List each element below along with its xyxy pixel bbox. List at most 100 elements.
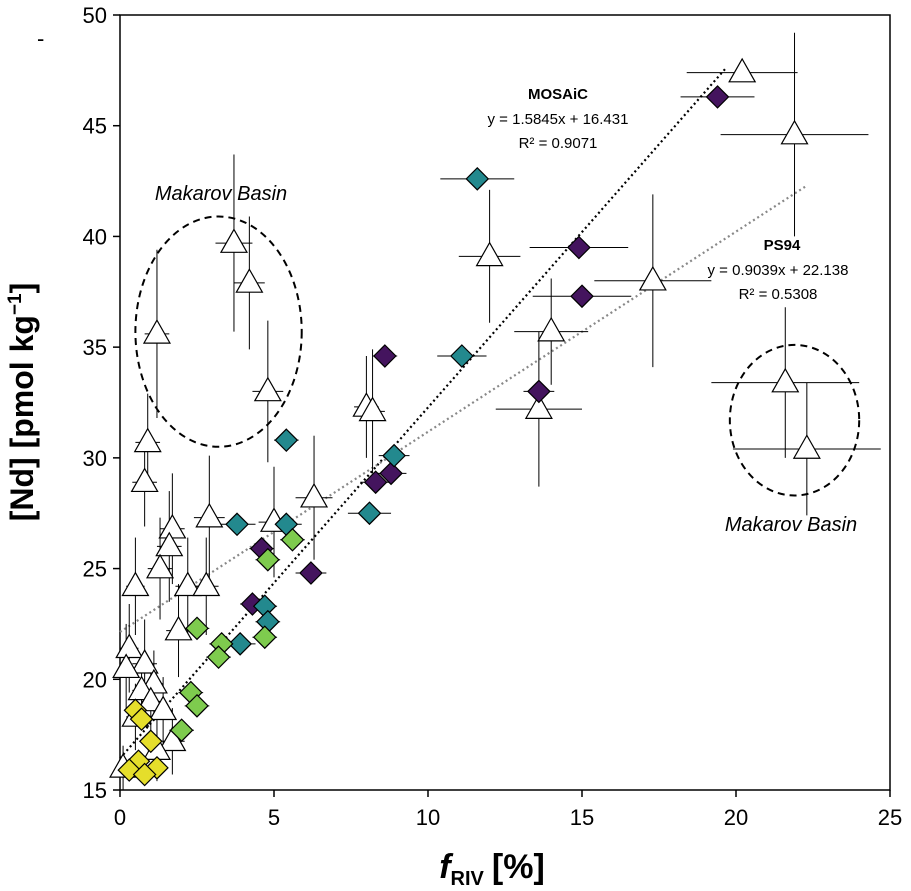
data-point-diamond: [382, 443, 406, 468]
error-bars: [120, 32, 881, 790]
data-point-triangle: [112, 653, 141, 679]
makarov-basin-ellipse: [134, 215, 303, 448]
mosaic-annotation: MOSAiC y = 1.5845x + 16.431 R² = 0.9071: [488, 86, 629, 152]
data-point-diamond: [228, 632, 252, 656]
data-markers: [109, 57, 821, 787]
data-point-diamond: [363, 470, 388, 495]
data-point-diamond: [567, 235, 591, 260]
data-point-triangle: [130, 648, 159, 674]
data-point-triangle: [155, 531, 184, 557]
x-axis: 0 5 10 15 20 25: [114, 790, 902, 830]
mosaic-r2: R² = 0.9071: [519, 135, 598, 152]
data-point-triangle: [524, 394, 553, 419]
data-point-triangle: [164, 615, 193, 641]
data-point-triangle: [136, 686, 165, 712]
data-point-triangle: [728, 57, 757, 83]
x-tick-label: 20: [724, 805, 748, 830]
data-point-diamond: [138, 729, 163, 754]
data-point-diamond: [357, 501, 382, 526]
y-axis-title-main: [Nd] [pmol kg: [4, 315, 40, 521]
data-point-triangle: [192, 571, 221, 597]
data-point-diamond: [450, 344, 474, 368]
x-axis-title-f: f: [439, 848, 454, 886]
y-tick-label: 15: [83, 778, 107, 803]
y-tick-label: 50: [83, 3, 107, 28]
y-tick-label: 40: [83, 224, 107, 249]
data-point-triangle: [537, 316, 566, 342]
x-tick-label: 5: [268, 805, 280, 830]
y-axis-title-superscript: −1: [5, 293, 26, 315]
x-axis-title-unit: [%]: [492, 848, 545, 886]
y-tick-label: 45: [83, 114, 107, 139]
mosaic-equation: y = 1.5845x + 16.431: [488, 111, 629, 128]
data-point-diamond: [252, 625, 277, 650]
y-axis-title-close: ]: [4, 283, 40, 294]
makarov-basin-label-left: Makarov Basin: [155, 183, 287, 205]
data-point-diamond: [255, 547, 280, 572]
mosaic-title: MOSAiC: [528, 86, 588, 103]
data-point-triangle: [219, 228, 248, 253]
y-tick-label: 25: [83, 557, 107, 582]
regression-lines: [119, 66, 808, 760]
ps94-title: PS94: [764, 237, 801, 254]
data-point-diamond: [185, 616, 209, 641]
data-point-triangle: [133, 427, 162, 453]
data-point-diamond: [527, 379, 551, 404]
data-point-triangle: [638, 265, 667, 291]
y-axis-title: [Nd] [pmol kg−1]: [4, 283, 40, 522]
corner-mark: -: [37, 26, 44, 51]
data-point-triangle: [235, 268, 264, 293]
makarov-basin-label-right: Makarov Basin: [725, 514, 857, 536]
data-point-diamond: [169, 718, 194, 743]
data-point-diamond: [379, 461, 403, 486]
data-point-triangle: [142, 319, 171, 344]
data-point-triangle: [130, 467, 159, 493]
ps94-annotation: PS94 y = 0.9039x + 22.138 R² = 0.5308: [708, 237, 849, 303]
data-point-triangle: [115, 633, 144, 659]
x-tick-label: 0: [114, 805, 126, 830]
data-point-triangle: [121, 571, 150, 597]
data-point-diamond: [206, 645, 231, 669]
data-point-diamond: [129, 707, 154, 731]
y-tick-label: 35: [83, 335, 107, 360]
makarov-basin-ellipse: [728, 343, 861, 497]
basin-ellipses: [134, 215, 861, 497]
y-tick-label: 30: [83, 446, 107, 471]
data-point-triangle: [158, 513, 187, 539]
data-point-triangle: [195, 502, 224, 528]
data-point-diamond: [225, 512, 249, 537]
data-point-diamond: [705, 85, 730, 109]
data-point-diamond: [274, 428, 299, 452]
data-point-triangle: [173, 571, 202, 597]
x-axis-title: fRIV [%]: [439, 848, 545, 890]
ps94-equation: y = 0.9039x + 22.138: [708, 262, 849, 279]
data-point-triangle: [149, 695, 178, 721]
ps94-r2: R² = 0.5308: [739, 286, 818, 303]
data-point-triangle: [475, 241, 504, 267]
data-point-diamond: [373, 344, 397, 368]
data-point-diamond: [185, 694, 209, 718]
axes: 0 5 10 15 20 25 15 20 25 30 35 40 45 50: [83, 3, 903, 830]
x-axis-title-subscript: RIV: [451, 868, 485, 890]
data-point-triangle: [253, 376, 282, 402]
data-point-triangle: [780, 119, 809, 145]
data-point-triangle: [771, 367, 800, 393]
data-point-triangle: [792, 434, 821, 459]
data-point-diamond: [280, 527, 305, 552]
data-point-diamond: [299, 561, 323, 585]
y-axis: 15 20 25 30 35 40 45 50: [83, 3, 120, 803]
x-tick-label: 25: [878, 805, 902, 830]
data-point-diamond: [132, 762, 157, 787]
y-tick-label: 20: [83, 667, 107, 692]
regression-line-mosaic: [119, 66, 728, 760]
data-point-diamond: [465, 167, 490, 191]
regression-line-ps94: [119, 184, 808, 633]
data-point-triangle: [146, 553, 175, 579]
plot-frame: [119, 14, 891, 791]
data-point-diamond: [570, 284, 594, 309]
x-tick-label: 10: [416, 805, 440, 830]
x-tick-label: 15: [570, 805, 594, 830]
data-point-triangle: [358, 396, 387, 422]
data-point-triangle: [300, 482, 329, 508]
